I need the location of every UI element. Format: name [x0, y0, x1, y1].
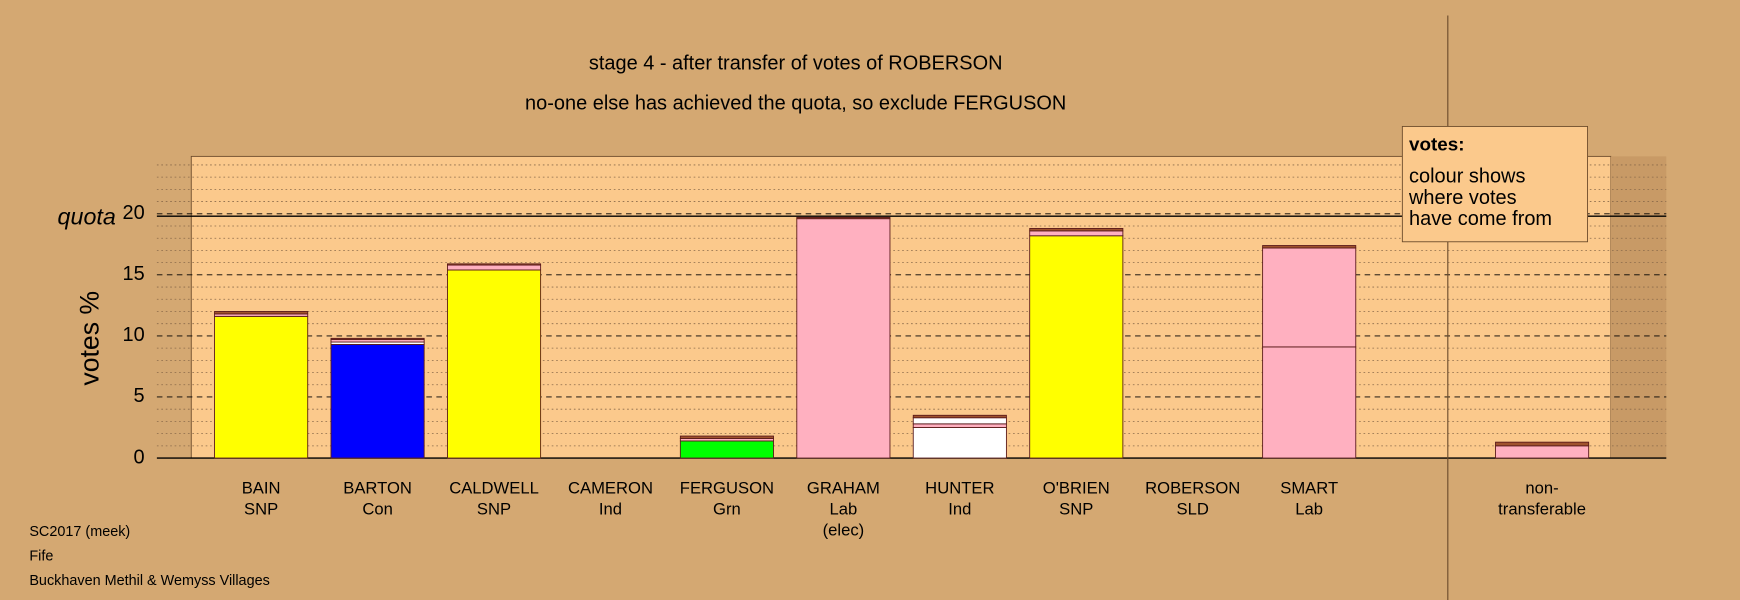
bar-segment	[447, 264, 542, 271]
x-tick-label: SLD	[1177, 500, 1209, 519]
x-tick-label: GRAHAM	[807, 478, 880, 497]
x-tick-label: Ind	[599, 500, 622, 519]
x-tick-label: SNP	[477, 500, 511, 519]
x-tick-label: (elec)	[823, 521, 865, 540]
bar-segment	[1495, 445, 1590, 459]
y-tick-label: 0	[134, 446, 145, 468]
x-tick-label: BARTON	[343, 478, 412, 497]
bar-segment	[214, 311, 309, 315]
x-tick-label: SNP	[244, 500, 278, 519]
plot-margin	[1610, 156, 1667, 459]
y-tick-label: 10	[122, 324, 144, 346]
bar-segment	[1029, 235, 1124, 459]
x-tick-label: FERGUSON	[680, 478, 774, 497]
quota-label: quota	[58, 204, 116, 230]
legend: votes: colour shows where votes have com…	[1401, 125, 1589, 243]
x-tick-label: Grn	[713, 500, 741, 519]
bar-segment	[796, 218, 891, 459]
bar-segment	[447, 269, 542, 459]
x-tick-label: Con	[362, 500, 393, 519]
bar-segment	[1262, 247, 1357, 348]
bar-segment	[679, 435, 774, 439]
legend-line: have come from	[1409, 208, 1552, 230]
x-tick-label: HUNTER	[925, 478, 994, 497]
x-tick-label: BAIN	[242, 478, 281, 497]
bar-segment	[330, 337, 425, 341]
bar-segment	[1029, 227, 1124, 232]
x-tick-label: non-	[1525, 478, 1558, 497]
bar-segment	[796, 216, 891, 220]
y-tick-label: 20	[122, 202, 144, 224]
x-tick-label: Ind	[948, 500, 971, 519]
bar-segment	[330, 344, 425, 459]
legend-line: where votes	[1408, 187, 1517, 209]
plot-area	[190, 155, 1612, 459]
legend-line: colour shows	[1409, 166, 1525, 188]
y-tick-label: 5	[134, 385, 145, 407]
bar-segment	[1495, 441, 1590, 447]
x-tick-label: CAMERON	[568, 478, 653, 497]
bar-segment	[912, 414, 1007, 419]
x-tick-label: SNP	[1059, 500, 1093, 519]
bar-segment	[214, 315, 309, 459]
x-tick-label: SMART	[1280, 478, 1338, 497]
bar-segment	[447, 263, 542, 266]
legend-title: votes:	[1409, 133, 1465, 154]
bar-segment	[912, 417, 1007, 425]
x-tick-label: Lab	[1295, 500, 1323, 519]
footer: Fife	[29, 549, 53, 565]
y-tick-label: 15	[122, 263, 144, 285]
legend-box	[1401, 125, 1589, 243]
x-tick-label: Lab	[830, 500, 858, 519]
footer: SC2017 (meek)	[29, 524, 130, 540]
bar-segment	[1029, 230, 1124, 237]
x-tick-label: ROBERSON	[1145, 478, 1240, 497]
chart-title: stage 4 - after transfer of votes of ROB…	[589, 53, 1003, 75]
bar-segment	[1262, 346, 1357, 459]
bar-segment	[912, 423, 1007, 428]
x-tick-label: O'BRIEN	[1043, 478, 1110, 497]
bar-segment	[679, 440, 774, 459]
x-tick-label: CALDWELL	[449, 478, 539, 497]
footer: Buckhaven Methil & Wemyss Villages	[29, 573, 269, 589]
bar-segment	[912, 427, 1007, 459]
chart-subtitle: no-one else has achieved the quota, so e…	[525, 93, 1066, 115]
bar-segment	[1262, 245, 1357, 249]
y-axis-label: votes %	[74, 291, 104, 386]
x-tick-label: transferable	[1498, 500, 1586, 519]
